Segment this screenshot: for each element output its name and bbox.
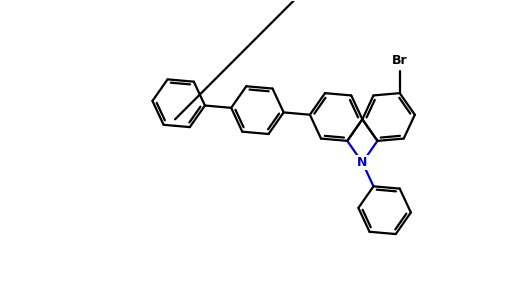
Text: Br: Br [392,54,408,67]
Text: N: N [357,156,368,169]
